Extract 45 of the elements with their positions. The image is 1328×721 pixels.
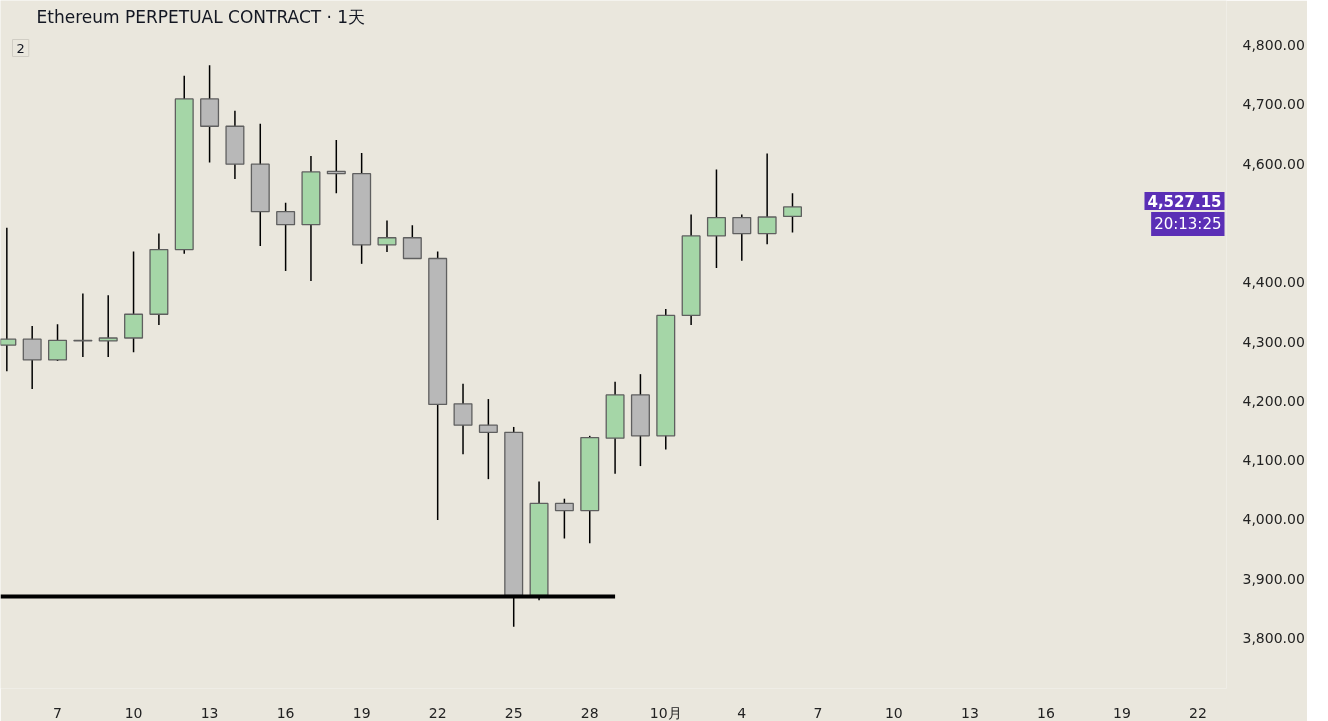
x-tick-label: 10 <box>884 704 903 721</box>
y-tick-label: 4,400.00 <box>1242 274 1305 291</box>
candlestick <box>453 382 473 455</box>
candlestick <box>276 202 296 272</box>
candlestick <box>402 224 422 260</box>
annotation: 2 <box>16 40 25 56</box>
annotation: 4,527.15 <box>1147 192 1222 211</box>
x-tick-label: 10 <box>124 704 143 721</box>
candlestick <box>98 294 118 358</box>
candlestick <box>478 398 498 480</box>
x-tick-label: 10月 <box>649 704 682 721</box>
y-tick-label: 4,100.00 <box>1242 452 1305 469</box>
candlestick <box>377 219 397 253</box>
x-tick-label: 16 <box>1037 704 1055 721</box>
candlestick <box>782 192 803 234</box>
x-tick-label: 22 <box>1189 704 1207 721</box>
x-tick-label: 22 <box>428 704 447 721</box>
y-tick-label: 4,800.00 <box>1242 36 1305 53</box>
candlestick <box>732 213 752 262</box>
candlestick <box>554 497 574 540</box>
candlestick <box>706 168 726 269</box>
y-tick-label: 4,000.00 <box>1242 511 1305 528</box>
candlestick <box>48 323 68 362</box>
y-tick-label: 4,600.00 <box>1242 155 1305 172</box>
x-tick-label: 19 <box>352 704 371 721</box>
candlestick <box>22 325 42 390</box>
x-tick-label: 13 <box>960 704 979 721</box>
y-tick-label: 4,200.00 <box>1242 392 1305 409</box>
y-tick-label: 4,700.00 <box>1242 96 1305 113</box>
x-tick-label: 13 <box>200 704 219 721</box>
y-tick-label: 4,300.00 <box>1242 333 1305 350</box>
candlestick <box>73 292 93 358</box>
x-tick-label: 7 <box>813 704 823 721</box>
y-tick-label: 3,800.00 <box>1242 630 1305 647</box>
x-tick-label: 4 <box>737 704 747 721</box>
y-tick-label: 3,900.00 <box>1242 570 1305 587</box>
candlestick <box>757 152 777 246</box>
x-tick-label: 7 <box>53 704 62 721</box>
x-tick-label: 25 <box>504 704 523 721</box>
x-tick-label: 16 <box>276 704 295 721</box>
chart-title: Ethereum PERPETUAL CONTRACT · 1天 <box>36 6 366 27</box>
x-tick-label: 28 <box>580 704 599 721</box>
x-tick-label: 19 <box>1113 704 1131 721</box>
annotation: 20:13:25 <box>1154 214 1222 233</box>
candlestick <box>124 250 144 353</box>
